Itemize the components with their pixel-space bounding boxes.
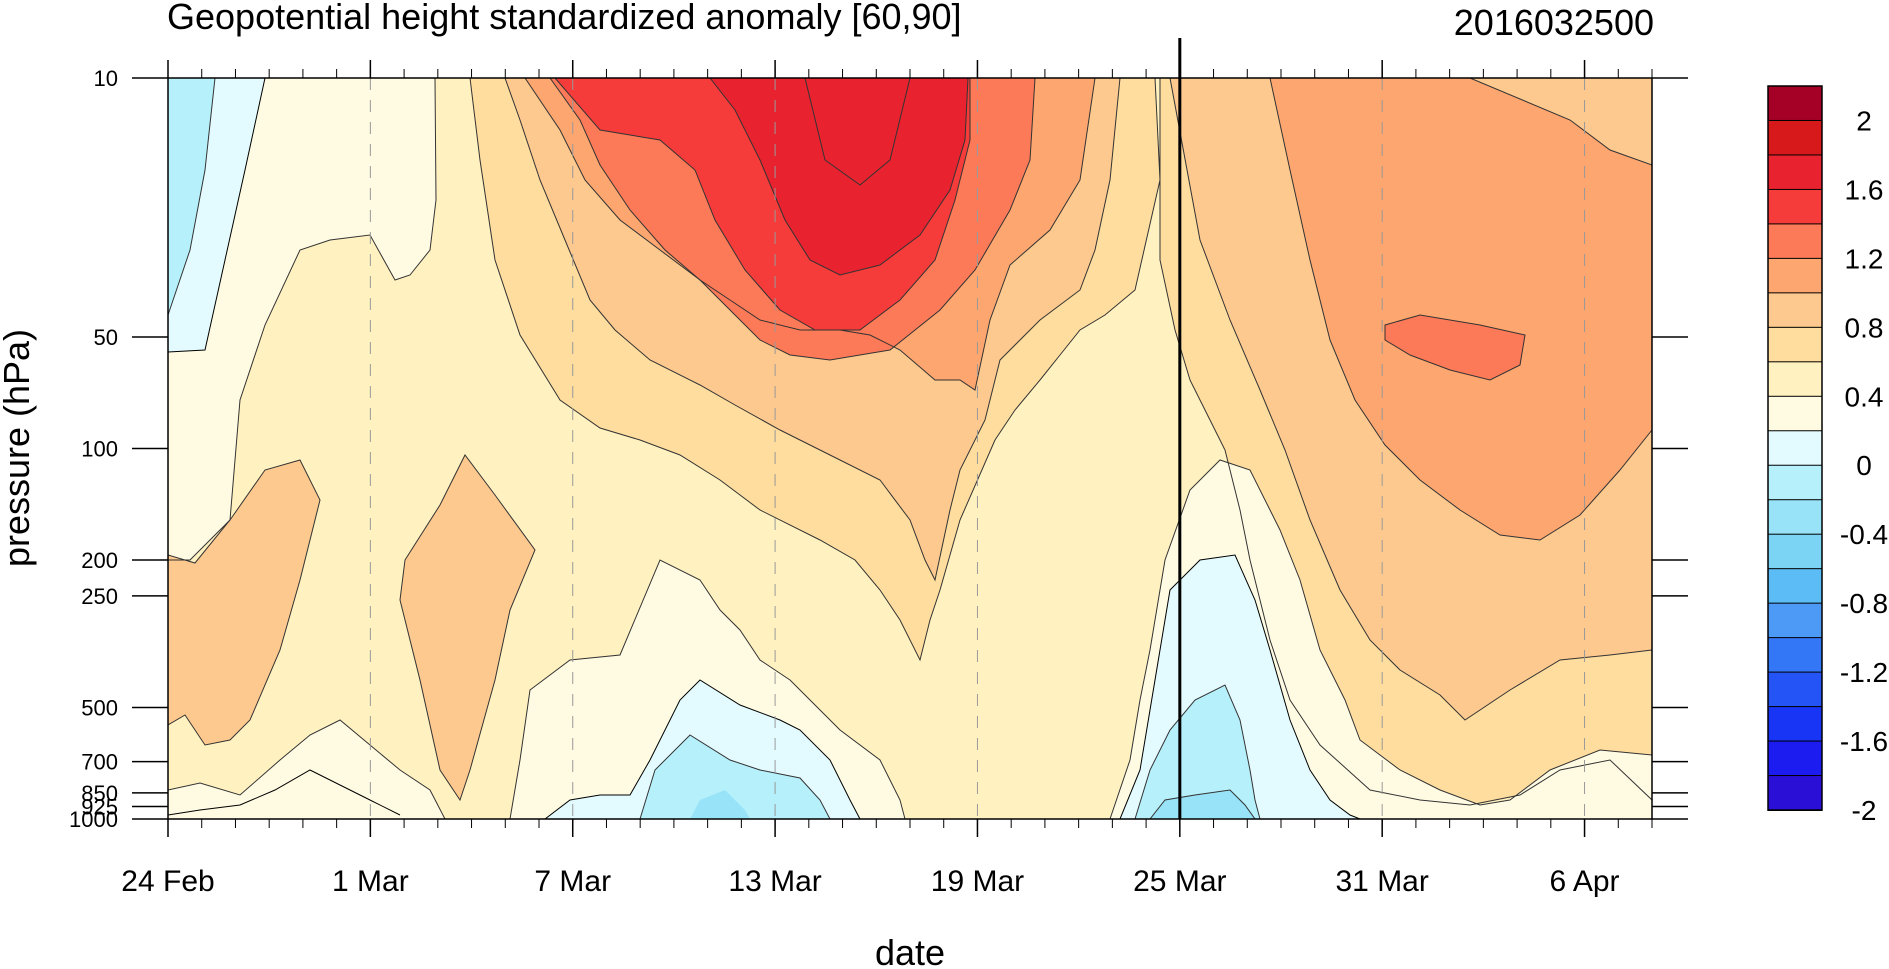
- contour-line-lower-left: [168, 719, 446, 819]
- contour-fill-layer: [168, 78, 1652, 819]
- contour-line-strat-1: [504, 78, 1121, 582]
- contour-line-late-1: [1169, 78, 1652, 721]
- y-tick-label: 200: [81, 548, 118, 573]
- x-tick-label: 13 Mar: [728, 865, 821, 898]
- contour-line-lower-right-3: [1134, 684, 1261, 819]
- contour-band-minus0-8-to-minus0-4-lower-right: [1135, 685, 1260, 819]
- contour-line-pocket-mid: [399, 454, 536, 802]
- x-tick-label: 1 Mar: [332, 865, 409, 898]
- colorbar-swatch: [1767, 395, 1823, 432]
- y-tick-label: 250: [81, 584, 118, 609]
- y-tick-label: 50: [94, 325, 118, 350]
- contour-line-pocket-left: [168, 459, 321, 746]
- y-tick-label: 925: [81, 794, 118, 819]
- contour-line-lower-mid-2: [544, 679, 861, 819]
- chart-title: Geopotential height standardized anomaly…: [167, 0, 962, 37]
- colorbar-label: 0.8: [1845, 312, 1884, 343]
- contour-line-layer: [168, 78, 1652, 819]
- colorbar-swatch: [1767, 188, 1823, 225]
- contour-line-strat-outer: [469, 78, 1161, 662]
- colorbar-swatch: [1767, 533, 1823, 570]
- colorbar-label: -1.2: [1840, 657, 1888, 688]
- contour-line-late-outer: [1159, 78, 1652, 806]
- contour-line-strat-5: [709, 78, 969, 276]
- contour-band-0-4-to-0-8-pocket-left: [168, 460, 320, 745]
- contour-band-minus1-2-to-minus0-8-lower-mid: [690, 790, 750, 819]
- colorbar-swatch: [1767, 361, 1823, 398]
- y-axis-label: pressure (hPa): [0, 329, 37, 567]
- contour-band-1-2-to-1-6-late: [1270, 78, 1652, 540]
- colorbar-swatch: [1767, 464, 1823, 501]
- colorbar-label: 0: [1856, 450, 1872, 481]
- contour-line-lower-left-2: [168, 769, 401, 816]
- x-tick-label: 24 Feb: [121, 865, 214, 898]
- colorbar-swatch: [1767, 430, 1823, 467]
- colorbar-swatch: [1767, 671, 1823, 708]
- contour-line-strat-4: [554, 78, 971, 331]
- contour-band-minus0-8-to-minus0-4: [168, 78, 215, 315]
- colorbar-swatch: [1767, 740, 1823, 777]
- y-tick-label: 10: [94, 66, 118, 91]
- colorbar-swatch: [1767, 602, 1823, 639]
- contour-line-late-3: [1384, 314, 1526, 381]
- colorbar-frame: [1767, 85, 1823, 811]
- x-tick-label: 7 Mar: [534, 865, 611, 898]
- contour-line-lower-right-2: [1119, 554, 1361, 819]
- contour-band-1-6-to-2-late: [1385, 315, 1525, 380]
- contour-line-upper-left-3: [168, 78, 216, 316]
- colorbar-swatch: [1767, 257, 1823, 294]
- x-tick-label: 25 Mar: [1133, 865, 1226, 898]
- colorbar-label: 1.6: [1845, 174, 1884, 205]
- colorbar-label: 2: [1856, 105, 1872, 136]
- colorbar-swatch: [1767, 706, 1823, 743]
- colorbar-swatch: [1767, 499, 1823, 536]
- colorbar-swatch: [1767, 775, 1823, 811]
- contour-band-0-4-to-0-8-pocket-mid: [400, 455, 535, 800]
- colorbar-swatch: [1767, 85, 1823, 122]
- contour-line-lower-mid-1: [509, 559, 906, 819]
- colorbar-swatch: [1767, 326, 1823, 363]
- colorbar-swatch: [1767, 119, 1823, 156]
- contour-band-max-strat: [710, 78, 968, 275]
- contour-line-upper-right: [1469, 78, 1652, 166]
- contour-band-minus1-2-to-minus0-8-lower-right: [1150, 790, 1255, 819]
- contour-line-lower-right-4: [1149, 789, 1256, 819]
- colorbar-label: -0.4: [1840, 519, 1888, 550]
- contour-band-0-8-upper-right: [1470, 78, 1652, 165]
- colorbar-label: -2: [1852, 795, 1877, 826]
- colorbar: 2 1.6 1.2 0.8 0.4 0 -0.4 -0.8 -1.2 -1.6 -2: [1767, 85, 1888, 826]
- colorbar-swatch: [1767, 223, 1823, 260]
- colorbar-label: 0.4: [1845, 381, 1884, 412]
- contour-line-strat-2: [524, 78, 1096, 391]
- y-tick-label: 700: [81, 750, 118, 775]
- x-axis-label: date: [875, 932, 945, 969]
- colorbar-swatch: [1767, 568, 1823, 605]
- y-tick-label: 1000: [69, 807, 118, 832]
- colorbar-label: -1.6: [1840, 726, 1888, 757]
- contour-line-lower-mid-3: [639, 734, 831, 819]
- colorbar-label: 1.2: [1845, 243, 1884, 274]
- contour-band-minus0-8-to-minus0-4-lower-mid: [640, 735, 830, 819]
- x-tick-label: 19 Mar: [931, 865, 1024, 898]
- x-tick-label: 6 Apr: [1550, 865, 1620, 898]
- contour-line-strat-6: [804, 78, 911, 186]
- y-tick-label: 850: [81, 781, 118, 806]
- colorbar-label: -0.8: [1840, 588, 1888, 619]
- colorbar-swatch: [1767, 154, 1823, 191]
- colorbar-swatch: [1767, 292, 1823, 329]
- colorbar-swatch: [1767, 637, 1823, 674]
- x-axis: 24 Feb 1 Mar 7 Mar 13 Mar 19 Mar 25 Mar 31 Mar…: [121, 60, 1653, 898]
- contour-line-upper-left-2: [168, 78, 266, 353]
- contour-line-late-2: [1269, 78, 1652, 541]
- contour-line-lower-right-1: [1109, 459, 1652, 819]
- y-tick-label: 100: [81, 437, 118, 462]
- x-tick-label: 31 Mar: [1335, 865, 1428, 898]
- date-tag: 2016032500: [1454, 2, 1654, 43]
- y-tick-label: 500: [81, 695, 118, 720]
